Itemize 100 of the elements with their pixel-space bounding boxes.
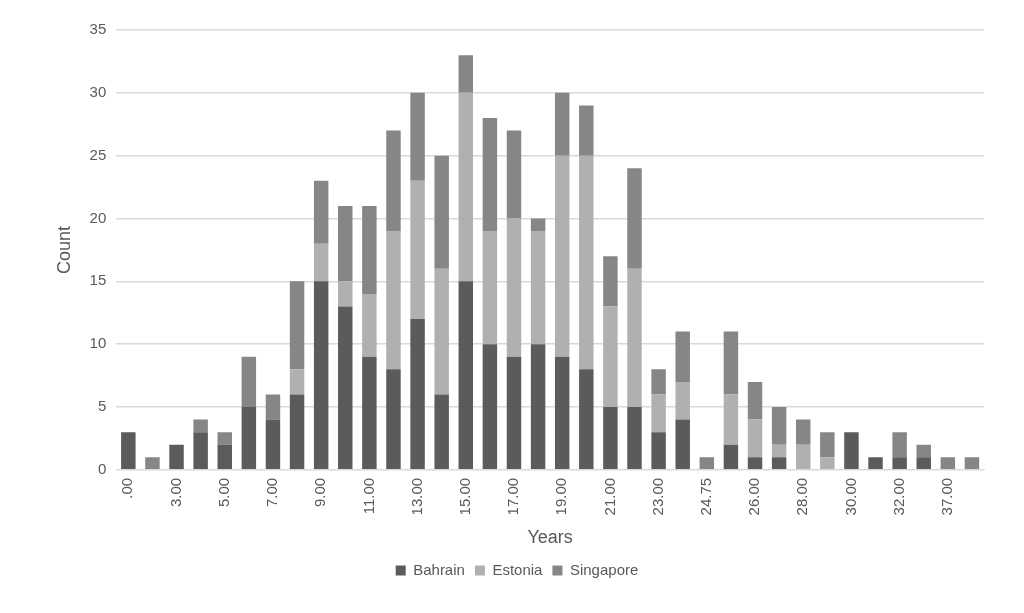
bar <box>651 432 666 470</box>
x-tick-label: 15.00 <box>455 477 473 516</box>
x-tick-label: 17.00 <box>504 477 522 516</box>
bar <box>579 155 594 370</box>
bar <box>675 419 690 470</box>
bar <box>530 231 546 345</box>
legend-label: Bahrain <box>413 560 465 578</box>
bar <box>530 344 546 470</box>
y-tick-label: 30 <box>89 82 107 100</box>
bar <box>386 369 401 470</box>
bar <box>506 356 522 470</box>
bar <box>940 457 956 470</box>
bar <box>820 457 835 470</box>
bar <box>169 444 184 470</box>
bar <box>916 444 931 458</box>
bar <box>771 444 787 458</box>
bar <box>386 130 401 232</box>
bar <box>434 394 449 470</box>
x-tick-label: 13.00 <box>407 477 425 516</box>
bar <box>771 407 787 445</box>
x-tick-label: 23.00 <box>648 477 666 516</box>
bar <box>892 432 907 458</box>
bar <box>410 319 425 470</box>
bar <box>410 180 425 320</box>
bar <box>675 381 690 420</box>
bar <box>217 432 232 445</box>
bar <box>362 293 377 357</box>
y-tick-label: 20 <box>89 208 107 226</box>
bar <box>916 457 931 470</box>
x-axis-title: Years <box>527 527 573 548</box>
x-tick-label: 5.00 <box>214 477 232 508</box>
bar <box>482 344 498 470</box>
bar <box>458 55 474 93</box>
bar <box>651 394 666 433</box>
bar <box>603 407 618 470</box>
bar <box>121 432 136 470</box>
bar <box>193 419 208 433</box>
bar <box>771 457 787 470</box>
bar <box>482 231 498 345</box>
x-tick-label: 19.00 <box>552 477 570 516</box>
bar <box>265 394 281 420</box>
bar <box>506 130 522 219</box>
bar <box>675 331 690 382</box>
bar <box>554 155 570 357</box>
bar <box>458 92 474 282</box>
bar <box>723 331 739 395</box>
bar <box>434 268 449 395</box>
bar <box>530 218 546 232</box>
bar <box>554 92 570 156</box>
y-tick-label: 0 <box>97 460 107 477</box>
bar <box>603 256 618 307</box>
x-tick-label: 28.00 <box>793 477 811 516</box>
bar <box>747 457 763 470</box>
x-tick-label: 24.75 <box>696 477 714 516</box>
x-tick-label: 9.00 <box>311 477 329 508</box>
bar <box>603 306 618 408</box>
x-tick-label: 26.00 <box>745 477 763 516</box>
bar <box>651 369 666 395</box>
bar <box>844 432 859 470</box>
legend-label: Singapore <box>569 560 639 578</box>
x-tick-label: .00 <box>118 477 136 499</box>
bar <box>796 419 811 445</box>
bar <box>434 155 449 269</box>
bar <box>289 394 305 470</box>
y-tick-label: 10 <box>89 334 107 352</box>
y-axis-title: Count <box>53 225 74 274</box>
x-tick-label: 21.00 <box>600 477 618 516</box>
x-tick-label: 11.00 <box>359 477 377 515</box>
y-tick-label: 5 <box>97 397 107 415</box>
bar <box>579 369 594 470</box>
bar <box>458 281 474 470</box>
x-tick-label: 32.00 <box>889 477 907 516</box>
bar <box>723 394 739 445</box>
bar <box>265 419 281 470</box>
bar <box>627 168 642 269</box>
bar <box>241 356 257 408</box>
bar <box>313 243 329 282</box>
bar <box>241 407 257 470</box>
y-tick-label: 25 <box>89 145 107 163</box>
bar <box>627 268 642 408</box>
bar <box>482 117 498 232</box>
bar <box>362 356 377 470</box>
bar <box>747 381 763 420</box>
x-tick-label: 30.00 <box>841 477 859 516</box>
bar <box>964 457 980 470</box>
x-tick-label: 3.00 <box>166 477 184 508</box>
x-tick-label: 37.00 <box>937 477 955 516</box>
bar <box>193 432 208 470</box>
bar <box>338 281 353 307</box>
bar <box>723 444 739 470</box>
bar <box>338 306 353 470</box>
bar <box>892 457 907 470</box>
bar <box>554 356 570 470</box>
bar <box>145 457 160 470</box>
bar <box>313 281 329 470</box>
bar <box>313 180 329 244</box>
bar <box>217 444 232 470</box>
bar <box>579 105 594 156</box>
y-tick-label: 35 <box>89 20 107 38</box>
legend-label: Estonia <box>492 560 544 578</box>
